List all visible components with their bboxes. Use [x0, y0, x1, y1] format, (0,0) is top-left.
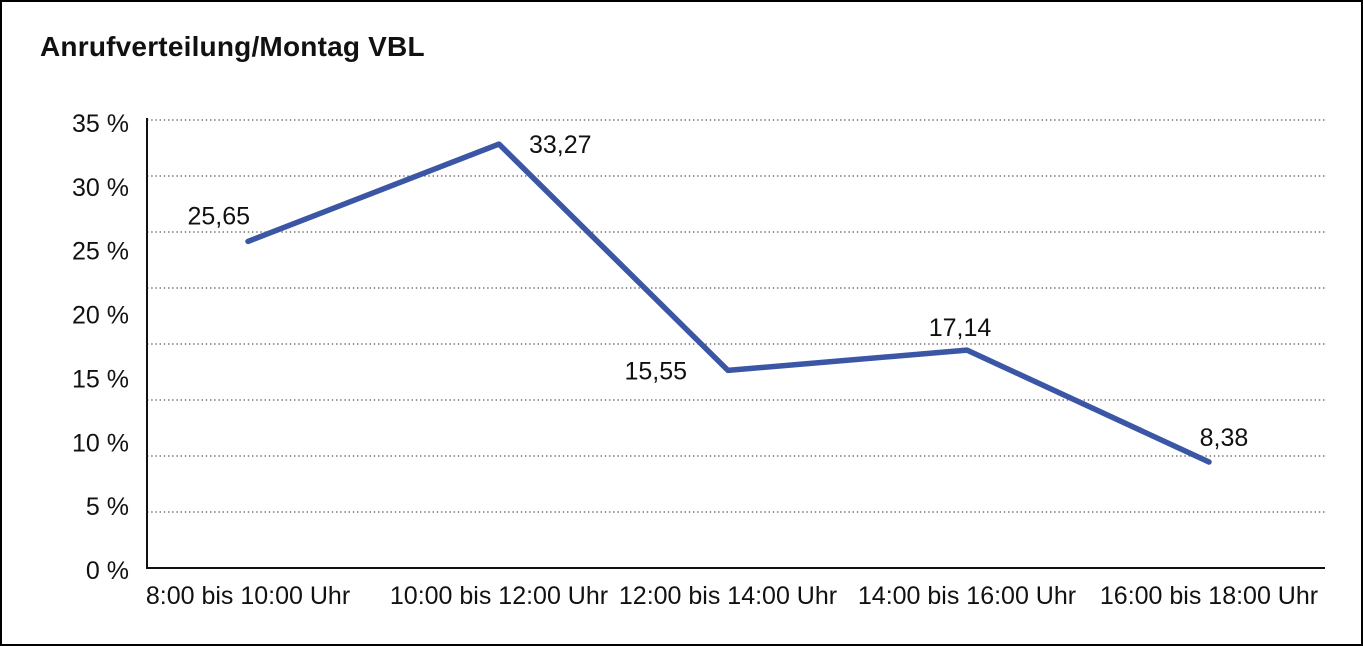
data-point-label: 8,38 — [1200, 424, 1249, 452]
data-point-label: 25,65 — [187, 202, 250, 230]
y-tick-label: 15 % — [72, 365, 129, 393]
data-point-label: 33,27 — [529, 131, 592, 159]
axes-layer — [146, 118, 1325, 569]
y-tick-label: 10 % — [72, 429, 129, 457]
data-point-label: 17,14 — [929, 314, 992, 342]
y-tick-label: 20 % — [72, 302, 129, 330]
x-category-label: 12:00 bis 14:00 Uhr — [619, 582, 837, 610]
labels-layer: 35 % 30 % 25 % 20 % 15 % 10 % 5 % 0 % 8:00 bis 1… — [72, 110, 1318, 610]
y-tick-label: 25 % — [72, 238, 129, 266]
chart-title: Anrufverteilung/Montag VBL — [40, 31, 425, 62]
x-category-label: 10:00 bis 12:00 Uhr — [390, 582, 608, 610]
x-category-label: 16:00 bis 18:00 Uhr — [1100, 582, 1318, 610]
x-category-label: 8:00 bis 10:00 Uhr — [146, 582, 350, 610]
y-tick-label: 30 % — [72, 174, 129, 202]
data-point-label: 15,55 — [624, 357, 687, 385]
y-tick-label: 5 % — [86, 493, 129, 521]
y-tick-label: 0 % — [86, 557, 129, 585]
data-series-layer — [245, 141, 1212, 465]
gridlines-layer — [147, 119, 1325, 513]
y-tick-label: 35 % — [72, 110, 129, 138]
x-category-label: 14:00 bis 16:00 Uhr — [858, 582, 1076, 610]
data-line — [245, 141, 1212, 465]
